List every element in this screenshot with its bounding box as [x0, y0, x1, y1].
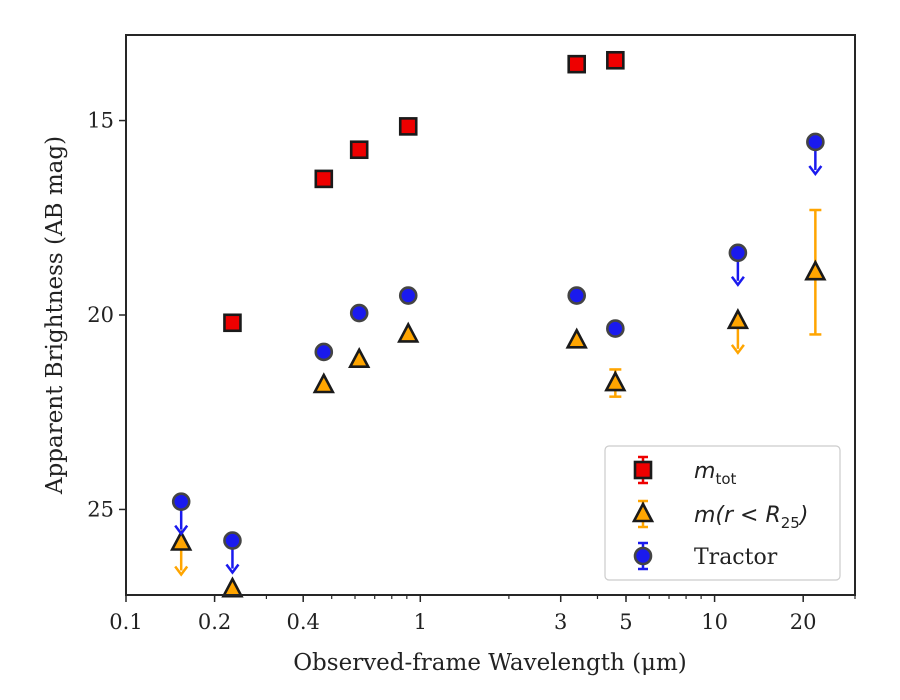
x-tick-label: 0.4: [286, 610, 319, 634]
tractor-point: [606, 319, 625, 338]
aperture-point: [221, 576, 244, 598]
y-tick-label: 15: [87, 109, 114, 133]
x-tick-label: 20: [790, 610, 817, 634]
x-tick-label: 3: [554, 610, 567, 634]
y-axis-label: Apparent Brightness (AB mag): [42, 136, 68, 495]
mtot-point: [606, 50, 625, 70]
legend-label: mtot: [694, 459, 736, 488]
x-tick-label: 1: [414, 610, 427, 634]
upper-limit-arrowhead: [174, 524, 189, 536]
aperture-point: [170, 529, 193, 551]
tractor-point: [171, 492, 191, 511]
y-axis-ticks: 15 20 25: [87, 109, 126, 521]
data-marks: [170, 50, 827, 598]
x-tick-label: 5: [619, 610, 632, 634]
mtot-point: [567, 54, 587, 74]
mtot-point: [314, 169, 334, 189]
legend-marker: [633, 460, 653, 480]
tractor-point: [223, 531, 242, 550]
y-tick-label: 20: [87, 303, 114, 327]
x-tick-label: 0.2: [198, 610, 231, 634]
tractor-point: [349, 303, 369, 323]
mtot-point: [223, 313, 242, 333]
aperture-point: [604, 370, 627, 392]
aperture-point: [565, 327, 588, 349]
x-axis-ticks: 0.1 0.2 0.4 1 3 5 10 20: [109, 595, 856, 634]
series-2: [170, 208, 827, 598]
y-tick-label: 25: [87, 497, 114, 521]
aperture-point: [397, 321, 420, 343]
tractor-point: [314, 342, 334, 362]
aperture-point: [312, 372, 335, 394]
legend-label: Tractor: [694, 545, 778, 570]
legend: mtot m(r < R25) Tractor: [604, 445, 841, 581]
legend-box: [604, 445, 841, 581]
upper-limit-arrowhead: [174, 565, 189, 577]
upper-limit-arrowhead: [808, 165, 823, 177]
legend-label: m(r < R25): [694, 503, 808, 532]
tractor-point: [728, 243, 748, 263]
upper-limit-arrowhead: [730, 344, 745, 355]
x-tick-label: 10: [701, 610, 728, 634]
mtot-point: [398, 117, 418, 136]
tractor-point: [806, 132, 825, 152]
legend-marker: [631, 501, 655, 523]
aperture-point: [348, 346, 371, 369]
upper-limit-arrowhead: [730, 276, 745, 287]
aperture-point: [726, 308, 750, 330]
x-tick-label: 0.1: [109, 610, 142, 634]
legend-marker: [633, 546, 653, 566]
series-1: [223, 50, 625, 333]
upper-limit-arrowhead: [225, 563, 240, 575]
mtot-point: [349, 140, 369, 160]
series-3: [171, 132, 825, 575]
tractor-point: [398, 286, 418, 305]
x-axis-label: Observed-frame Wavelength (μm): [293, 650, 687, 676]
tractor-point: [567, 286, 587, 305]
aperture-point: [804, 259, 827, 281]
